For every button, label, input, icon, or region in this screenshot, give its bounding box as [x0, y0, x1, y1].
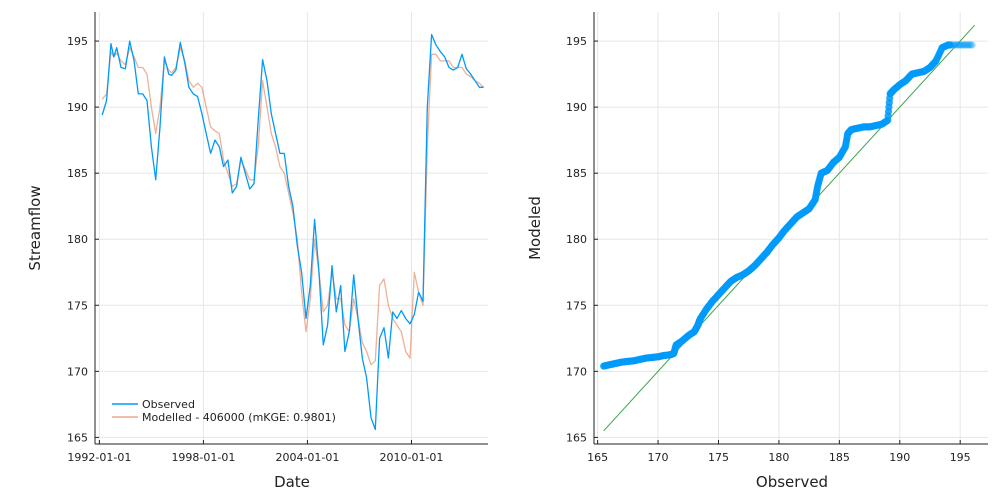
right-y-tick-label: 185	[566, 167, 587, 180]
scatter-point	[963, 41, 971, 49]
left-y-tick-label: 165	[67, 431, 88, 444]
right-x-tick-label: 170	[648, 451, 669, 464]
right-y-tick-label: 165	[566, 431, 587, 444]
left-axes	[94, 12, 488, 445]
right-x-tick-label: 190	[889, 451, 910, 464]
right-x-tick-label: 180	[768, 451, 789, 464]
scatter-point	[964, 41, 972, 49]
left-y-tick-label: 185	[67, 167, 88, 180]
left-y-tick-label: 195	[67, 35, 88, 48]
legend-modelled-label: Modelled - 406000 (mKGE: 0.9801)	[142, 411, 336, 424]
scatter-point	[951, 41, 959, 49]
right-ticks: 165 170 175 180 185 190 195 165 170 175 180 185 190 1…	[566, 35, 971, 464]
scatter-point	[952, 41, 960, 49]
observed-line	[101, 33, 484, 431]
right-x-tick-label: 195	[950, 451, 971, 464]
scatter-point	[958, 41, 966, 49]
scatter-point	[959, 41, 967, 49]
right-x-tick-label: 165	[587, 451, 608, 464]
scatter-point	[968, 41, 976, 49]
left-y-axis-title: Streamflow	[26, 185, 44, 270]
scatter-point	[950, 41, 958, 49]
right-y-tick-label: 170	[566, 365, 587, 378]
scatter-point	[967, 41, 975, 49]
scatter-point	[953, 41, 961, 49]
scatter-point	[947, 41, 955, 49]
left-y-tick-label: 190	[67, 101, 88, 114]
left-y-tick-label: 175	[67, 299, 88, 312]
left-y-tick-label: 170	[67, 365, 88, 378]
right-y-axis-title: Modeled	[526, 196, 544, 260]
observed-vs-modeled-scatter: 165 170 175 180 185 190 195 165 170 175 180 185 190 1…	[526, 12, 988, 491]
left-x-tick-label: 2010-01-01	[380, 451, 444, 464]
streamflow-timeseries-chart: 165 170 175 180 185 190 195 1992-01-01 1998-01-0…	[26, 12, 488, 491]
right-axes	[593, 12, 988, 445]
scatter-point	[960, 41, 968, 49]
left-ticks: 165 170 175 180 185 190 195 1992-01-01 1998-01-0…	[67, 35, 443, 464]
left-y-tick-label: 180	[67, 233, 88, 246]
right-y-tick-label: 195	[566, 35, 587, 48]
left-x-tick-label: 1992-01-01	[67, 451, 131, 464]
scatter-point	[948, 41, 956, 49]
scatter-point	[955, 41, 963, 49]
right-y-tick-label: 180	[566, 233, 587, 246]
right-y-tick-label: 190	[566, 101, 587, 114]
right-x-tick-label: 185	[829, 451, 850, 464]
right-y-tick-label: 175	[566, 299, 587, 312]
right-x-tick-label: 175	[708, 451, 729, 464]
scatter-point	[949, 41, 957, 49]
left-x-axis-title: Date	[274, 473, 310, 491]
right-marks	[600, 24, 976, 432]
scatter-point	[961, 41, 969, 49]
right-grid	[594, 12, 988, 444]
legend-observed-label: Observed	[142, 398, 195, 411]
scatter-point	[962, 41, 970, 49]
legend: Observed Modelled - 406000 (mKGE: 0.9801…	[112, 398, 336, 424]
left-series	[101, 33, 485, 431]
scatter-point	[954, 41, 962, 49]
scatter-point	[957, 41, 965, 49]
scatter-point	[956, 41, 964, 49]
left-x-tick-label: 1998-01-01	[171, 451, 235, 464]
left-x-tick-label: 2004-01-01	[275, 451, 339, 464]
scatter-point	[965, 41, 973, 49]
scatter-point	[946, 41, 954, 49]
right-x-axis-title: Observed	[756, 473, 828, 491]
scatter-point	[966, 41, 974, 49]
